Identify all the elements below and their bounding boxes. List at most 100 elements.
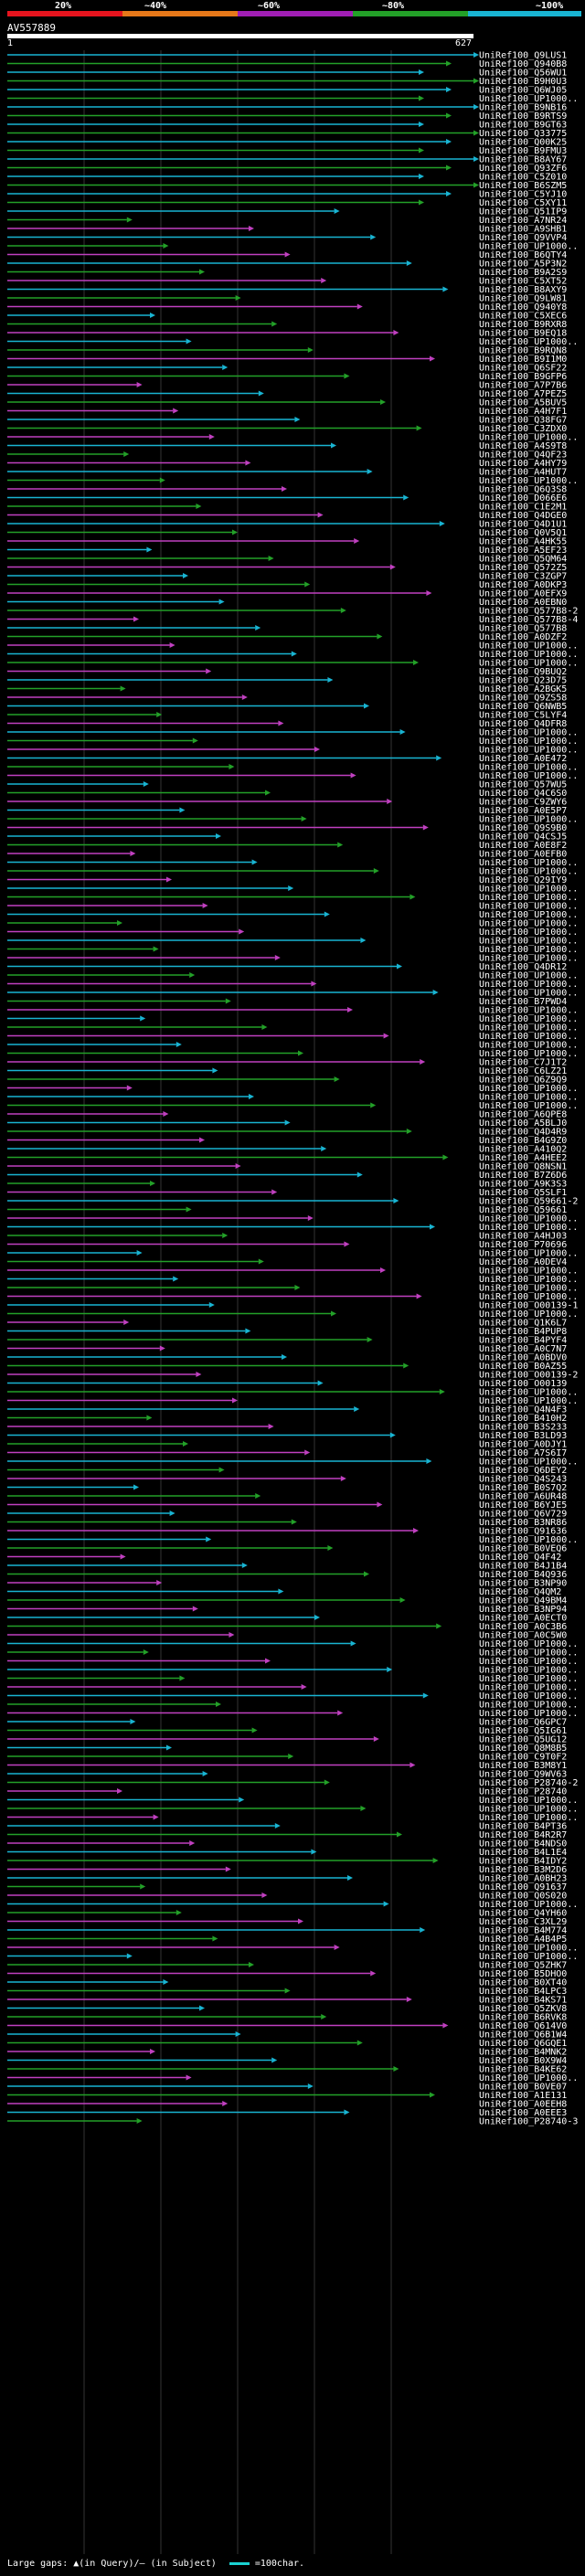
- hit-label[interactable]: UniRef100_B6RVK8: [479, 2013, 567, 2023]
- hit-label[interactable]: UniRef100_UP1000..: [479, 1093, 578, 1103]
- hit-label[interactable]: UniRef100_Q6NWB5: [479, 702, 567, 712]
- hit-label[interactable]: UniRef100_Q5IG61: [479, 1726, 567, 1736]
- hit-label[interactable]: UniRef100_UP1000..: [479, 1041, 578, 1051]
- hit-label[interactable]: UniRef100_Q6Z9Q9: [479, 1076, 567, 1086]
- hit-label[interactable]: UniRef100_A2BGK5: [479, 684, 567, 694]
- hit-label[interactable]: UniRef100_C3XL29: [479, 1917, 567, 1927]
- hit-label[interactable]: UniRef100_Q4D4R9: [479, 1128, 567, 1138]
- hit-label[interactable]: UniRef100_Q91636: [479, 1527, 567, 1537]
- hit-label[interactable]: UniRef100_C6LZ21: [479, 1066, 567, 1076]
- hit-label[interactable]: UniRef100_UP1000..: [479, 1639, 578, 1649]
- hit-label[interactable]: UniRef100_UP1000..: [479, 1292, 578, 1302]
- hit-label[interactable]: UniRef100_Q4CSJ5: [479, 832, 567, 843]
- hit-label[interactable]: UniRef100_Q614V0: [479, 2021, 567, 2031]
- hit-label[interactable]: UniRef100_O00139-1: [479, 1301, 578, 1311]
- hit-label[interactable]: UniRef100_Q1K6L7: [479, 1319, 567, 1329]
- hit-label[interactable]: UniRef100_B4PYF4: [479, 1336, 567, 1346]
- hit-label[interactable]: UniRef100_A4HUT7: [479, 468, 567, 478]
- hit-label[interactable]: UniRef100_Q0S020: [479, 1892, 567, 1902]
- hit-label[interactable]: UniRef100_B0VEQ6: [479, 1544, 567, 1554]
- hit-label[interactable]: UniRef100_Q4YH60: [479, 1909, 567, 1919]
- hit-label[interactable]: UniRef100_A0DEV4: [479, 1257, 567, 1267]
- hit-label[interactable]: UniRef100_B7PWD4: [479, 997, 567, 1007]
- hit-label[interactable]: UniRef100_Q4N4F3: [479, 1405, 567, 1415]
- hit-label[interactable]: UniRef100_Q6SF22: [479, 364, 567, 374]
- hit-label[interactable]: UniRef100_Q4D1U1: [479, 520, 567, 530]
- hit-label[interactable]: UniRef100_Q57WU5: [479, 780, 567, 790]
- hit-label[interactable]: UniRef100_Q49BM4: [479, 1596, 567, 1606]
- hit-label[interactable]: UniRef100_Q577B8: [479, 624, 567, 634]
- hit-label[interactable]: UniRef100_A0C3B6: [479, 1622, 567, 1632]
- hit-label[interactable]: UniRef100_Q9ZS58: [479, 694, 567, 704]
- hit-label[interactable]: UniRef100_B5DHO0: [479, 1969, 567, 1979]
- hit-label[interactable]: UniRef100_B4L1E4: [479, 1848, 567, 1858]
- hit-label[interactable]: UniRef100_UP1000..: [479, 1214, 578, 1224]
- hit-label[interactable]: UniRef100_UP1000..: [479, 885, 578, 895]
- hit-label[interactable]: UniRef100_B4NDS0: [479, 1839, 567, 1850]
- hit-label[interactable]: UniRef100_C5XY11: [479, 198, 567, 208]
- hit-label[interactable]: UniRef100_B9RTS9: [479, 111, 567, 122]
- hit-label[interactable]: UniRef100_A5P3N2: [479, 260, 567, 270]
- hit-label[interactable]: UniRef100_B9NB16: [479, 103, 567, 113]
- hit-label[interactable]: UniRef100_B9A2S9: [479, 268, 567, 278]
- hit-label[interactable]: UniRef100_Q4C6S0: [479, 789, 567, 799]
- hit-label[interactable]: UniRef100_UP1000..: [479, 94, 578, 104]
- hit-label[interactable]: UniRef100_B3NP90: [479, 1579, 567, 1589]
- hit-label[interactable]: UniRef100_B9GT63: [479, 121, 567, 131]
- hit-label[interactable]: UniRef100_UP1000..: [479, 945, 578, 955]
- hit-label[interactable]: UniRef100_Q5SLF1: [479, 1188, 567, 1198]
- hit-label[interactable]: UniRef100_B4PUP8: [479, 1327, 567, 1337]
- hit-label[interactable]: UniRef100_A0C7N7: [479, 1344, 567, 1354]
- hit-label[interactable]: UniRef100_UP1000..: [479, 1275, 578, 1285]
- hit-label[interactable]: UniRef100_UP1000..: [479, 771, 578, 781]
- hit-label[interactable]: UniRef100_P28740-3: [479, 2117, 578, 2127]
- hit-label[interactable]: UniRef100_UP1000..: [479, 1223, 578, 1233]
- hit-label[interactable]: UniRef100_O00139-2: [479, 1371, 578, 1381]
- hit-label[interactable]: UniRef100_C7J1T2: [479, 1058, 567, 1068]
- hit-label[interactable]: UniRef100_UP1000..: [479, 433, 578, 443]
- hit-label[interactable]: UniRef100_B4J1B4: [479, 1562, 567, 1572]
- hit-label[interactable]: UniRef100_UP1000..: [479, 910, 578, 920]
- hit-label[interactable]: UniRef100_Q8NSN1: [479, 1162, 567, 1172]
- hit-label[interactable]: UniRef100_Q4F42: [479, 1553, 561, 1563]
- hit-label[interactable]: UniRef100_B8AY67: [479, 155, 567, 165]
- hit-label[interactable]: UniRef100_B0XT40: [479, 1978, 567, 1988]
- hit-label[interactable]: UniRef100_A7NR24: [479, 216, 567, 226]
- hit-label[interactable]: UniRef100_Q93ZF6: [479, 164, 567, 174]
- hit-label[interactable]: UniRef100_Q5ZKV8: [479, 2004, 567, 2014]
- hit-label[interactable]: UniRef100_B8AXY9: [479, 285, 567, 295]
- hit-label[interactable]: UniRef100_Q0V5Q1: [479, 528, 567, 538]
- hit-label[interactable]: UniRef100_UP1000..: [479, 1458, 578, 1468]
- hit-label[interactable]: UniRef100_D066E6: [479, 493, 567, 504]
- hit-label[interactable]: UniRef100_C1E2M1: [479, 503, 567, 513]
- hit-label[interactable]: UniRef100_Q6DEY2: [479, 1466, 567, 1476]
- hit-label[interactable]: UniRef100_A7PEZ5: [479, 389, 567, 399]
- hit-label[interactable]: UniRef100_B4MNK2: [479, 2048, 567, 2058]
- hit-label[interactable]: UniRef100_UP1000..: [479, 1049, 578, 1059]
- hit-label[interactable]: UniRef100_UP1000..: [479, 242, 578, 252]
- hit-label[interactable]: UniRef100_A4HY79: [479, 459, 567, 469]
- hit-label[interactable]: UniRef100_Q4QF23: [479, 451, 567, 461]
- hit-label[interactable]: UniRef100_UP1000..: [479, 1683, 578, 1693]
- hit-label[interactable]: UniRef100_Q56WU1: [479, 69, 567, 79]
- hit-label[interactable]: UniRef100_UP1000..: [479, 1796, 578, 1806]
- hit-label[interactable]: UniRef100_Q6GPC7: [479, 1718, 567, 1728]
- hit-label[interactable]: UniRef100_A6UR48: [479, 1492, 567, 1502]
- hit-label[interactable]: UniRef100_P28740: [479, 1787, 567, 1797]
- hit-label[interactable]: UniRef100_A7P7B6: [479, 381, 567, 391]
- hit-label[interactable]: UniRef100_A4S9T8: [479, 441, 567, 451]
- hit-label[interactable]: UniRef100_Q5QM64: [479, 555, 567, 565]
- hit-label[interactable]: UniRef100_UP1000..: [479, 1666, 578, 1676]
- hit-label[interactable]: UniRef100_UP1000..: [479, 737, 578, 747]
- hit-label[interactable]: UniRef100_Q6B1W4: [479, 2030, 567, 2041]
- hit-label[interactable]: UniRef100_Q4QM2: [479, 1587, 561, 1597]
- hit-label[interactable]: UniRef100_A0EFB0: [479, 850, 567, 860]
- hit-label[interactable]: UniRef100_B6YJE5: [479, 1500, 567, 1511]
- hit-label[interactable]: UniRef100_UP1000..: [479, 337, 578, 347]
- hit-label[interactable]: UniRef100_UP1000..: [479, 659, 578, 669]
- hit-label[interactable]: UniRef100_A0ECT0: [479, 1614, 567, 1624]
- hit-label[interactable]: UniRef100_Q9S9B0: [479, 823, 567, 833]
- hit-label[interactable]: UniRef100_UP1000..: [479, 1396, 578, 1406]
- hit-label[interactable]: UniRef100_A4HEE2: [479, 1153, 567, 1163]
- hit-label[interactable]: UniRef100_Q59661-2: [479, 1197, 578, 1207]
